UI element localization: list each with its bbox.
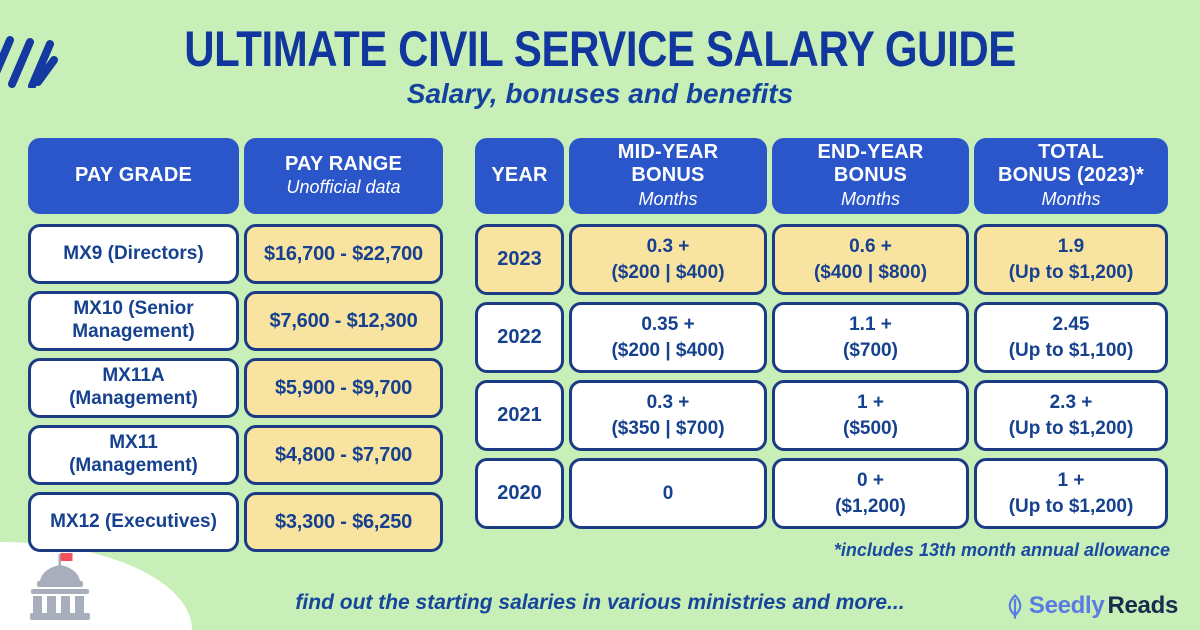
header-label: BONUS (2023)* (998, 164, 1144, 187)
year-cell: 2022 (475, 302, 564, 373)
header-label: YEAR (491, 164, 548, 187)
cell-text: $5,900 - $9,700 (274, 376, 413, 399)
cell-text: 2021 (497, 404, 542, 426)
mid-year-bonus-cell: 0.3 + ($200 | $400) (569, 224, 767, 295)
cell-text: 2022 (497, 326, 542, 348)
header-label: MID-YEAR (617, 140, 719, 163)
pay-grade-cell: MX10 (Senior Management) (28, 291, 239, 351)
year-header-cell: YEAR (475, 138, 564, 214)
end-year-bonus-cell: 0.6 + ($400 | $800) (772, 224, 969, 295)
cell-text: (Up to $1,200) (1008, 261, 1134, 283)
pay-grade-cell: MX12 (Executives) (28, 492, 239, 552)
cell-text: 1.9 (1057, 236, 1085, 258)
cell-text: 1 + (1057, 470, 1085, 492)
cell-text: 0 (662, 482, 674, 504)
cell-text: (Up to $1,200) (1008, 495, 1134, 517)
header-label: TOTAL (1038, 140, 1104, 163)
cell-text: 2020 (497, 482, 542, 504)
cell-text: (Management) (69, 388, 198, 409)
cell-text: MX10 (Senior (73, 298, 194, 320)
pay-range-cell: $16,700 - $22,700 (244, 224, 443, 284)
cell-text: 0.6 + (849, 236, 892, 258)
cell-text: Management) (72, 321, 195, 342)
cell-text: 2.45 (1052, 314, 1090, 336)
leaf-icon (1008, 593, 1022, 618)
header-label: BONUS (631, 164, 705, 187)
total-bonus-cell: 1 + (Up to $1,200) (974, 458, 1168, 529)
cell-text: (Up to $1,100) (1008, 339, 1134, 361)
mid-year-bonus-header-cell: MID-YEAR BONUS Months (569, 138, 767, 214)
cell-text: ($500) (843, 417, 898, 439)
cell-text: ($400 | $800) (813, 261, 928, 283)
total-bonus-cell: 1.9 (Up to $1,200) (974, 224, 1168, 295)
year-cell: 2020 (475, 458, 564, 529)
pay-range-cell: $3,300 - $6,250 (244, 492, 443, 552)
cell-text: 1 + (857, 392, 884, 414)
cell-text: 0 + (857, 470, 884, 492)
cell-text: $3,300 - $6,250 (274, 510, 413, 533)
footer-tagline: find out the starting salaries in variou… (295, 591, 905, 614)
cell-text: $4,800 - $7,700 (274, 443, 413, 466)
mid-year-bonus-cell: 0 (569, 458, 767, 529)
cell-text: 2.3 + (1049, 392, 1093, 414)
flag-icon (60, 553, 73, 561)
end-year-bonus-cell: 1 + ($500) (772, 380, 969, 451)
seedly-reads-logo: Seedly Reads (1004, 592, 1178, 620)
cell-text: (Management) (69, 455, 198, 476)
cell-text: $16,700 - $22,700 (264, 242, 423, 265)
pay-range-cell: $4,800 - $7,700 (244, 425, 443, 485)
cell-text: 0.3 + (646, 392, 690, 414)
cell-text: 1.1 + (849, 314, 892, 336)
brand-seedly-text: Seedly (1028, 592, 1105, 619)
page-title: ULTIMATE CIVIL SERVICE SALARY GUIDE (0, 24, 1200, 74)
cell-text: MX9 (Directors) (63, 242, 204, 264)
pay-range-cell: $7,600 - $12,300 (244, 291, 443, 351)
cell-text: $7,600 - $12,300 (269, 309, 418, 332)
header-subtitle: Unofficial data (286, 177, 401, 198)
header-label: PAY RANGE (284, 152, 403, 175)
footnote: *includes 13th month annual allowance (833, 540, 1170, 560)
cell-text: 0.35 + (641, 314, 695, 336)
mid-year-bonus-cell: 0.35 + ($200 | $400) (569, 302, 767, 373)
end-year-bonus-cell: 1.1 + ($700) (772, 302, 969, 373)
header-subtitle: Months (840, 188, 901, 209)
government-building-icon (30, 553, 90, 620)
header-subtitle: Months (1041, 188, 1101, 209)
total-bonus-header-cell: TOTAL BONUS (2023)* Months (974, 138, 1168, 214)
cell-text: ($700) (843, 339, 898, 361)
cell-text: ($200 | $400) (611, 261, 725, 283)
header-label: BONUS (833, 164, 908, 187)
pay-grade-cell: MX9 (Directors) (28, 224, 239, 284)
header-subtitle: Months (638, 188, 698, 209)
page-subtitle: Salary, bonuses and benefits (406, 78, 794, 109)
pay-grade-header-cell: PAY GRADE (28, 138, 239, 214)
cell-text: 0.3 + (646, 236, 690, 258)
year-cell: 2021 (475, 380, 564, 451)
cell-text: 2023 (497, 248, 542, 270)
diagonal-slashes-icon (0, 36, 58, 88)
cell-text: MX11A (102, 365, 165, 387)
end-year-bonus-header-cell: END-YEAR BONUS Months (772, 138, 969, 214)
cell-text: MX11 (109, 432, 158, 454)
brand-reads-text: Reads (1107, 592, 1178, 619)
cell-text: ($350 | $700) (611, 417, 725, 439)
header-label: PAY GRADE (74, 164, 193, 187)
cell-text: ($1,200) (835, 495, 906, 517)
pay-range-header-cell: PAY RANGE Unofficial data (244, 138, 443, 214)
cell-text: (Up to $1,200) (1008, 417, 1134, 439)
end-year-bonus-cell: 0 + ($1,200) (772, 458, 969, 529)
page-title-text: ULTIMATE CIVIL SERVICE SALARY GUIDE (184, 21, 1016, 77)
total-bonus-cell: 2.3 + (Up to $1,200) (974, 380, 1168, 451)
mid-year-bonus-cell: 0.3 + ($350 | $700) (569, 380, 767, 451)
pay-grade-cell: MX11 (Management) (28, 425, 239, 485)
cell-text: MX12 (Executives) (50, 510, 217, 532)
pay-grade-cell: MX11A (Management) (28, 358, 239, 418)
year-cell: 2023 (475, 224, 564, 295)
header-label: END-YEAR (817, 140, 924, 163)
pay-range-cell: $5,900 - $9,700 (244, 358, 443, 418)
total-bonus-cell: 2.45 (Up to $1,100) (974, 302, 1168, 373)
cell-text: ($200 | $400) (611, 339, 725, 361)
